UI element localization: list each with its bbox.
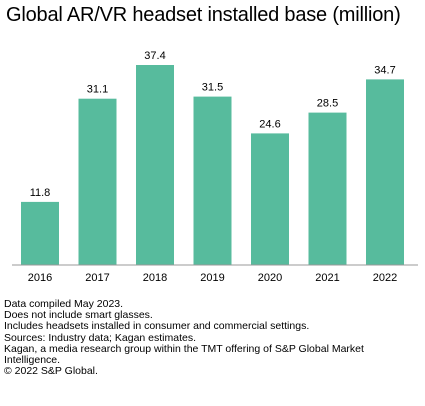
bar-2022 xyxy=(366,79,404,266)
x-tick-label: 2020 xyxy=(258,272,282,284)
bar-value-label: 37.4 xyxy=(144,50,165,62)
x-tick-label: 2016 xyxy=(28,272,52,284)
bar-2016 xyxy=(21,201,59,265)
x-tick-label: 2021 xyxy=(315,272,339,284)
bar-2019 xyxy=(193,96,232,265)
note-line: Does not include smart glasses. xyxy=(4,309,153,322)
x-tick-label: 2018 xyxy=(143,272,167,284)
note-line: © 2022 S&P Global. xyxy=(4,365,98,378)
bar-value-label: 28.5 xyxy=(317,98,338,110)
note-line: Includes headsets installed in consumer … xyxy=(4,320,310,333)
x-tick-label: 2022 xyxy=(373,272,397,284)
chart-title: Global AR/VR headset installed base (mil… xyxy=(6,4,401,26)
bars-layer xyxy=(21,65,404,266)
note-line: Kagan, a media research group within the… xyxy=(4,342,364,355)
bar-value-label: 34.7 xyxy=(374,64,395,76)
labels-layer: 11.8 2016 31.1 2017 37.4 2018 31.5 2019 24.6 2020… xyxy=(28,50,397,284)
bar-value-label: 31.1 xyxy=(87,84,108,96)
bar-value-label: 31.5 xyxy=(202,82,223,94)
x-tick-label: 2017 xyxy=(85,272,109,284)
bar-2017 xyxy=(78,98,117,265)
note-line: Intelligence. xyxy=(4,354,61,367)
bar-2021 xyxy=(308,112,347,265)
bar-value-label: 11.8 xyxy=(30,187,51,199)
note-line: Sources: Industry data; Kagan estimates. xyxy=(4,331,197,344)
note-line: Data compiled May 2023. xyxy=(4,298,124,310)
chart-notes: Data compiled May 2023. Does not include… xyxy=(4,298,420,378)
bar-2018 xyxy=(136,65,174,265)
bar-chart: 11.8 2016 31.1 2017 37.4 2018 31.5 2019 24.6 2020… xyxy=(12,50,418,284)
x-tick-label: 2019 xyxy=(200,272,224,284)
bar-value-label: 24.6 xyxy=(259,118,280,130)
bar-2020 xyxy=(251,133,289,265)
